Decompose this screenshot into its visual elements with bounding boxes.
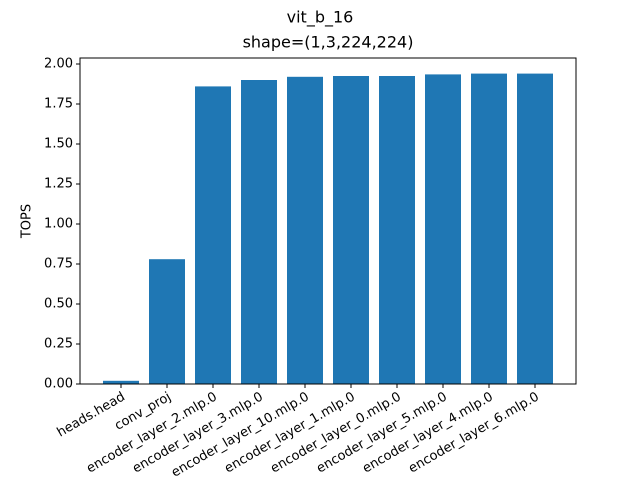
y-tick-label: 0.75 (44, 257, 73, 272)
bar (425, 74, 461, 385)
y-tick-label: 0.50 (44, 297, 73, 312)
bar (103, 380, 139, 384)
y-tick-label: 1.00 (44, 217, 73, 232)
y-tick-label: 1.25 (44, 177, 73, 192)
chart-title: vit_b_16 (287, 8, 354, 28)
y-axis-label: TOPS (20, 204, 35, 239)
x-tick-label: heads.head (55, 390, 128, 441)
y-tick-label: 0.00 (44, 377, 73, 392)
axes-frame (79, 57, 577, 385)
bar (287, 76, 323, 385)
y-tick-label: 2.00 (44, 57, 73, 72)
y-tick-label: 0.25 (44, 337, 73, 352)
bar (379, 76, 415, 384)
y-tick-label: 1.50 (44, 137, 73, 152)
bar (333, 76, 369, 384)
chart-subtitle: shape=(1,3,224,224) (243, 33, 414, 52)
y-tick-label: 1.75 (44, 97, 73, 112)
bar (241, 80, 277, 384)
bar (195, 86, 231, 385)
bar (471, 73, 507, 384)
bar (517, 73, 553, 384)
bar (149, 259, 185, 384)
